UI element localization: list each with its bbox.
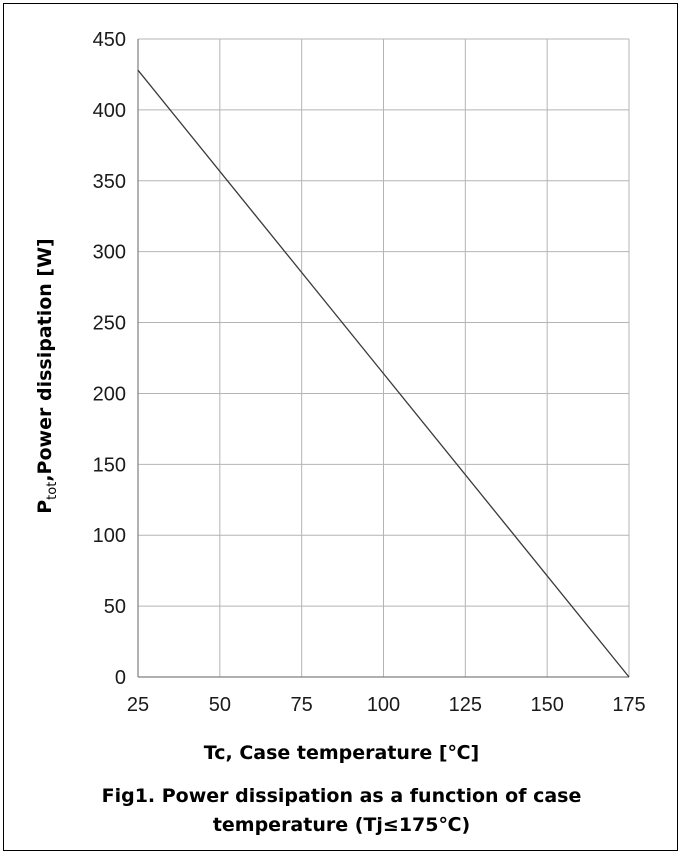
x-tick-label: 75 [291,694,313,716]
x-tick-label: 50 [209,694,231,716]
chart-frame: 0 50 100 150 200 250 300 350 400 450 25 50 75 100 125 1… [3,3,678,851]
x-axis-label: Tc, Case temperature [℃] [203,742,480,764]
y-tick-label: 200 [93,383,126,405]
series-line [137,69,630,678]
figure-caption-line-2: temperature (Tj≤175℃) [212,814,471,836]
x-tick-label: 175 [612,694,645,716]
figure-caption-line-1: Fig1. Power dissipation as a function of… [101,785,582,807]
y-axis-label-symbol: P [34,500,56,514]
y-tick-label: 300 [93,242,126,264]
y-tick-label: 0 [115,667,126,689]
y-axis-label-text: Power dissipation [W] [34,238,56,474]
y-axis-label: Ptot,Power dissipation [W] [34,238,60,514]
chart-plot: 0 50 100 150 200 250 300 350 400 450 25 50 75 100 125 1… [34,29,646,716]
y-tick-label: 50 [104,596,126,618]
y-axis-label-subscript: tot [45,482,60,500]
y-tick-label: 450 [93,29,126,51]
x-tick-label: 150 [530,694,563,716]
figure-caption: Fig1. Power dissipation as a function of… [64,782,619,840]
x-tick-label: 25 [127,694,149,716]
y-axis-label-separator: , [34,474,56,481]
y-tick-label: 150 [93,454,126,476]
y-tick-label: 100 [93,525,126,547]
x-tick-label: 125 [449,694,482,716]
y-tick-label: 350 [93,171,126,193]
x-tick-label: 100 [367,694,400,716]
y-tick-label: 400 [93,100,126,122]
y-tick-label: 250 [93,313,126,335]
